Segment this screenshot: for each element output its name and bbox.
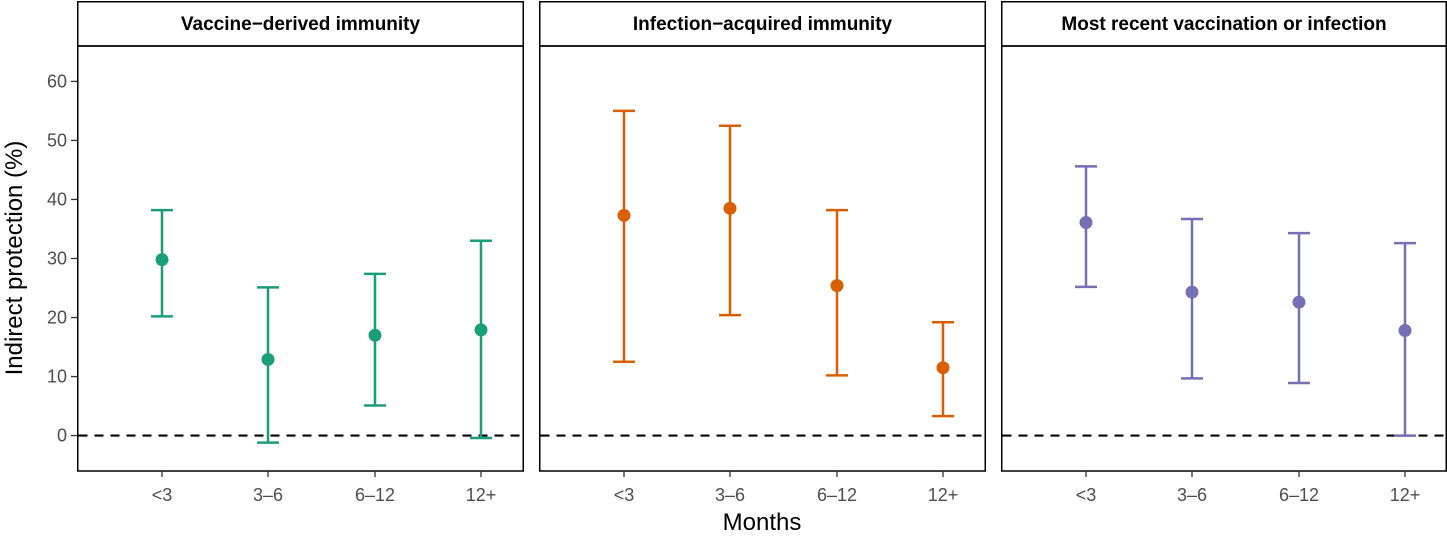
estimate-point [155, 253, 169, 267]
error-bar [1394, 241, 1416, 437]
y-tick-label: 60 [47, 71, 67, 91]
x-tick-label: 6–12 [1279, 485, 1319, 505]
estimate-point [723, 201, 737, 215]
facet-strip [77, 1, 524, 47]
panel-3: Most recent vaccination or infection <3 3–… [1001, 1, 1447, 505]
x-tick-label: 12+ [1390, 485, 1421, 505]
estimate-point [936, 361, 950, 375]
estimate-point [617, 208, 631, 222]
facet-title: Infection−acquired immunity [633, 14, 893, 35]
error-bar [826, 208, 848, 377]
estimate-point [1079, 215, 1093, 229]
x-tick-label: 12+ [466, 485, 497, 505]
estimate-point [1292, 295, 1306, 309]
x-tick-label: 3–6 [1177, 485, 1207, 505]
y-tick-label: 30 [47, 249, 67, 269]
y-tick-label: 50 [47, 130, 67, 150]
facet-title: Most recent vaccination or infection [1061, 14, 1386, 35]
x-tick-label: 3–6 [715, 485, 745, 505]
y-tick-label: 0 [57, 426, 67, 446]
facet-strip [1001, 1, 1447, 47]
error-bar [364, 272, 386, 407]
estimate-point [1185, 285, 1199, 299]
x-tick-label: <3 [614, 485, 635, 505]
facet-title: Vaccine−derived immunity [181, 14, 421, 35]
error-bar [1288, 231, 1310, 385]
x-axis-title: Months [723, 509, 802, 536]
estimate-point [261, 352, 275, 366]
estimate-point [368, 328, 382, 342]
panels-layer: Vaccine−derived immunity<3 3–6 6–12 12+Infe… [77, 1, 1447, 505]
x-tick-label: <3 [152, 485, 173, 505]
error-bar [151, 208, 173, 318]
error-bar [719, 124, 741, 317]
x-tick-label: <3 [1076, 485, 1097, 505]
y-axis: 0 10 20 30 40 50 60 [47, 71, 77, 446]
estimate-point [830, 279, 844, 293]
x-tick-label: 3–6 [253, 485, 283, 505]
error-bar [1181, 217, 1203, 380]
panel-border [1001, 45, 1447, 472]
y-tick-label: 20 [47, 308, 67, 328]
error-bar [470, 239, 492, 440]
y-axis-title: Indirect protection (%) [1, 141, 28, 376]
estimate-point [474, 323, 488, 337]
estimate-point [1398, 324, 1412, 338]
x-tick-label: 6–12 [355, 485, 395, 505]
facet-strip [539, 1, 986, 47]
error-bar [613, 109, 635, 364]
y-tick-label: 40 [47, 189, 67, 209]
panel-1: Vaccine−derived immunity <3 3–6 6–12 12+ [77, 1, 524, 505]
panel-2: Infection−acquired immunity <3 3–6 6–12 12+ [539, 1, 986, 505]
error-bar [932, 321, 954, 418]
panel-border [539, 45, 986, 472]
panel-border [77, 45, 524, 472]
error-bar [257, 286, 279, 444]
y-tick-label: 10 [47, 367, 67, 387]
x-tick-label: 12+ [928, 485, 959, 505]
x-tick-label: 6–12 [817, 485, 857, 505]
error-bar [1075, 165, 1097, 289]
